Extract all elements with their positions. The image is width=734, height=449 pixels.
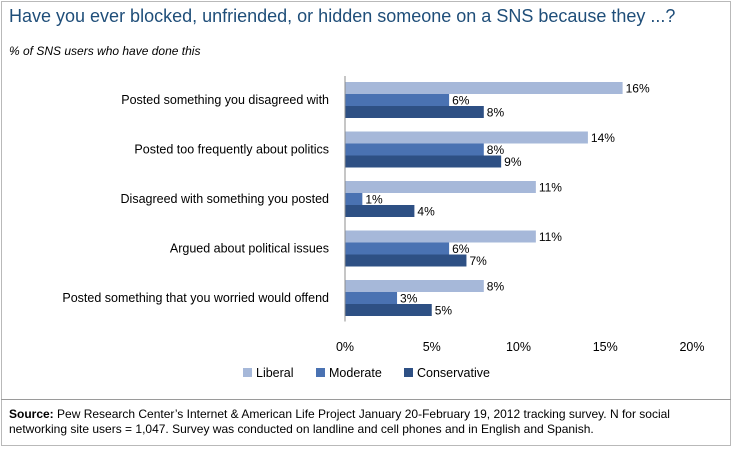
source-note: Source: Pew Research Center’s Internet &… [9,407,724,437]
source-text: Pew Research Center’s Internet & America… [9,407,670,436]
bar-conservative [345,304,432,316]
category-label: Posted something you disagreed with [121,93,329,107]
bar-moderate [345,94,450,106]
data-label: 8% [487,106,505,120]
data-label: 5% [435,304,453,318]
category-label: Posted too frequently about politics [134,143,329,157]
x-tick-label: 15% [593,340,618,354]
source-divider [1,399,731,400]
data-label: 1% [365,193,383,207]
data-label: 14% [591,131,615,145]
category-label: Argued about political issues [170,242,329,256]
data-label: 6% [452,242,470,256]
x-tick-label: 20% [679,340,704,354]
data-label: 9% [504,155,522,169]
x-tick-label: 10% [506,340,531,354]
bar-moderate [345,242,450,255]
bar-liberal [345,230,536,243]
data-label: 3% [400,292,418,306]
bar-conservative [345,106,484,118]
data-label: 11% [539,230,562,244]
data-label: 8% [487,143,505,157]
category-label: Disagreed with something you posted [121,192,330,206]
bar-moderate [345,143,484,156]
bar-moderate [345,193,363,205]
legend-swatch-conservative [404,368,413,377]
bar-moderate [345,292,398,304]
bar-conservative [345,254,467,267]
bar-conservative [345,205,415,217]
category-label: Posted something that you worried would … [62,291,329,305]
data-label: 11% [539,181,562,195]
chart-subtitle: % of SNS users who have done this [9,44,201,58]
source-label: Source: [9,407,54,421]
data-label: 7% [469,254,487,268]
data-label: 8% [487,280,505,294]
legend-swatch-liberal [243,368,252,377]
bar-liberal [345,82,623,94]
x-tick-label: 0% [336,340,354,354]
x-tick-label: 5% [423,340,441,354]
legend-label: Moderate [329,366,382,380]
chart-title: Have you ever blocked, unfriended, or hi… [9,6,676,26]
bar-liberal [345,280,484,292]
legend-label: Conservative [417,366,490,380]
data-label: 4% [417,205,435,219]
legend-label: Liberal [256,366,294,380]
bar-conservative [345,155,502,168]
legend-swatch-moderate [316,368,325,377]
bar-liberal [345,131,588,144]
data-label: 16% [626,82,650,96]
bar-liberal [345,181,536,193]
data-label: 6% [452,94,470,108]
